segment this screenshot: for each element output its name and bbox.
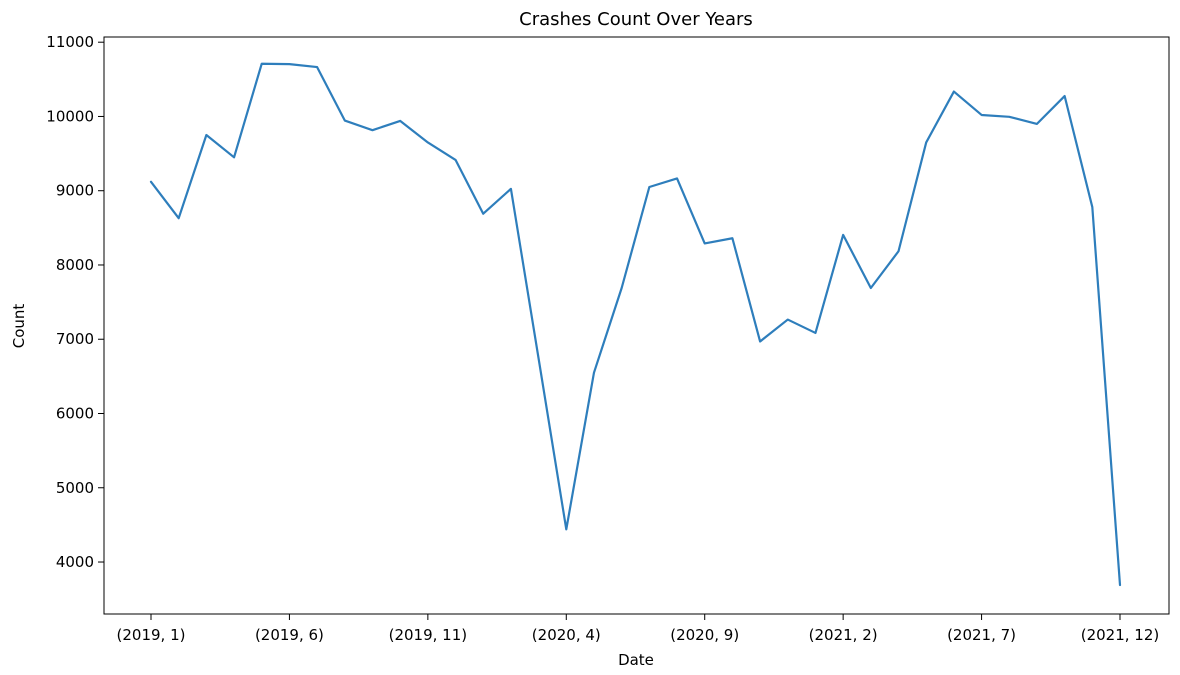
series-layer (149, 62, 1122, 587)
y-tick-label: 8000 (56, 256, 94, 274)
x-tick-label: (2020, 4) (532, 626, 601, 644)
x-tick-label: (2021, 12) (1081, 626, 1160, 644)
y-tick-label: 10000 (46, 107, 94, 125)
y-tick-label: 9000 (56, 182, 94, 200)
y-tick-label: 4000 (56, 553, 94, 571)
x-axis-label: Date (618, 651, 654, 669)
x-tick-label: (2019, 1) (117, 626, 186, 644)
x-tick-label: (2019, 11) (389, 626, 468, 644)
series-line (149, 62, 1122, 587)
y-tick-label: 7000 (56, 330, 94, 348)
x-tick-label: (2021, 2) (809, 626, 878, 644)
y-tick-label: 6000 (56, 404, 94, 422)
chart-title: Crashes Count Over Years (519, 9, 753, 30)
x-axis: (2019, 1) (2019, 6) (2019, 11) (2020, 4) (20… (117, 614, 1160, 644)
y-axis: 4000 5000 6000 7000 8000 9000 10000 11000 (46, 33, 104, 571)
y-axis-label: Count (10, 304, 28, 349)
x-tick-label: (2021, 7) (947, 626, 1016, 644)
x-tick-label: (2019, 6) (255, 626, 324, 644)
y-tick-label: 5000 (56, 479, 94, 497)
x-tick-label: (2020, 9) (670, 626, 739, 644)
y-tick-label: 11000 (46, 33, 94, 51)
plot-frame (103, 36, 1170, 615)
